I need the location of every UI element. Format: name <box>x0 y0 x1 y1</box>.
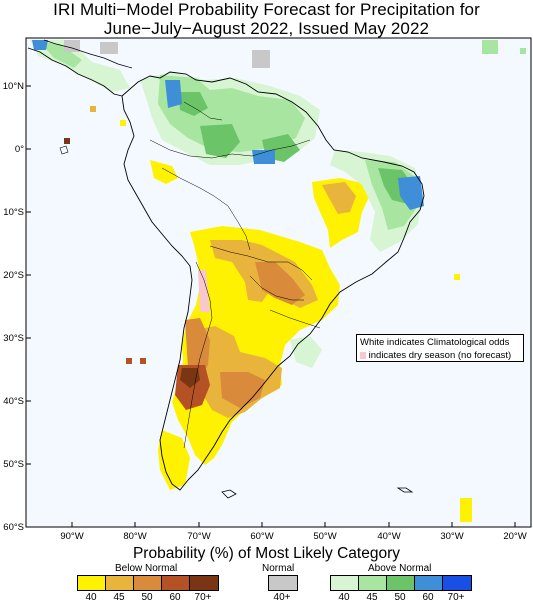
above-60-area-colombia <box>165 80 182 108</box>
south-georgia <box>396 487 414 493</box>
climatology-note: White indicates Climatological odds indi… <box>356 334 524 362</box>
lat-label-50s: 50°S <box>3 459 24 470</box>
below-70-cell-galapagos <box>64 138 70 144</box>
below-50-area-chile <box>185 318 210 378</box>
below-tick-60: 60 <box>169 592 181 603</box>
above-tick-40: 40 <box>338 592 350 603</box>
lat-label-60s: 60°S <box>3 522 24 533</box>
caribbean-coast <box>43 39 133 69</box>
lat-label-0: 0° <box>15 144 24 155</box>
central-america-coast <box>27 47 123 97</box>
below-tick-50: 50 <box>141 592 153 603</box>
dry-season-swatch <box>360 351 366 359</box>
lon-label-40w: 40°W <box>377 531 400 542</box>
falkland-islands <box>221 489 237 499</box>
country-borders <box>149 101 321 449</box>
lat-label-20s: 20°S <box>3 270 24 281</box>
below-tick-45: 45 <box>113 592 125 603</box>
below-tick-40: 40 <box>85 592 97 603</box>
lat-label-10s: 10°S <box>3 207 24 218</box>
above-45-swatch <box>359 576 387 590</box>
lon-label-20w: 20°W <box>503 531 526 542</box>
lon-label-60w: 60°W <box>250 531 273 542</box>
below-40-area-patagonia <box>158 430 190 490</box>
lon-label-30w: 30°W <box>440 531 463 542</box>
south-america-coastline <box>121 71 425 491</box>
galapagos-islands <box>59 145 69 155</box>
legend-below-swatches <box>77 575 219 591</box>
below-60-cell-pacific-1 <box>126 358 132 364</box>
above-normal-areas <box>30 40 498 368</box>
normal-40-swatch <box>269 576 297 590</box>
below-45-swatch <box>106 576 134 590</box>
legend-below-label: Below Normal <box>115 563 178 574</box>
lat-label-10n: 10°N <box>3 81 24 92</box>
legend-above-swatches <box>330 575 472 591</box>
lat-label-40s: 40°S <box>3 396 24 407</box>
legend-title: Probability (%) of Most Likely Category <box>132 545 401 562</box>
lon-label-90w: 90°W <box>60 531 83 542</box>
lon-label-80w: 80°W <box>123 531 146 542</box>
above-60-area-east <box>398 176 424 210</box>
legend-above-label: Above Normal <box>368 563 432 574</box>
below-40-area-north <box>150 160 178 184</box>
above-50-swatch <box>387 576 415 590</box>
lon-label-50w: 50°W <box>313 531 336 542</box>
legend-normal-swatches <box>268 575 298 591</box>
lon-label-70w: 70°W <box>187 531 210 542</box>
below-40-cell-pacific <box>120 120 126 126</box>
below-50-swatch <box>134 576 162 590</box>
above-tick-70: 70+ <box>447 592 465 603</box>
above-50-area-venezuela <box>178 92 208 116</box>
below-40-cell-south-atlantic <box>460 498 472 522</box>
title-line-1: IRI Multi−Model Probability Forecast for… <box>53 0 480 19</box>
normal-40-area-3 <box>100 42 118 54</box>
below-40-cell-atlantic <box>454 274 460 280</box>
normal-40-area-1 <box>252 50 270 68</box>
below-50-area <box>255 262 305 305</box>
note-line-2: indicates dry season (no forecast) <box>360 349 520 362</box>
below-normal-areas <box>150 160 370 490</box>
note-line-1: White indicates Climatological odds <box>360 337 510 348</box>
above-60-area-brazil <box>252 150 275 164</box>
above-tick-45: 45 <box>366 592 378 603</box>
above-45-area-caribbean <box>40 42 82 68</box>
below-60-cell-pacific-2 <box>140 358 146 364</box>
below-40-swatch <box>78 576 106 590</box>
normal-tick-40: 40+ <box>273 592 291 603</box>
below-45-area-brazil <box>322 182 356 214</box>
above-tick-60: 60 <box>422 592 434 603</box>
scattered-cells <box>64 48 526 522</box>
above-70-swatch <box>443 576 471 590</box>
above-60-swatch <box>415 576 443 590</box>
below-45-cell-pacific <box>90 106 96 112</box>
below-tick-70: 70+ <box>194 592 212 603</box>
above-50-area-north <box>200 124 240 158</box>
title-line-2: June−July−August 2022, Issued May 2022 <box>103 19 430 38</box>
legend-normal-label: Normal <box>262 563 295 574</box>
below-50-area-argentina <box>220 372 265 408</box>
dry-season-area <box>198 270 210 312</box>
lat-label-30s: 30°S <box>3 333 24 344</box>
below-60-swatch <box>162 576 190 590</box>
above-tick-50: 50 <box>394 592 406 603</box>
above-40-area-far-ne <box>482 40 498 54</box>
above-60-area-caribbean <box>32 40 48 50</box>
note-line-2-text: indicates dry season (no forecast) <box>368 350 512 361</box>
above-45-cell-atlantic <box>520 48 526 54</box>
below-70-swatch <box>190 576 218 590</box>
axis-ticks <box>26 85 516 528</box>
above-40-swatch <box>331 576 359 590</box>
